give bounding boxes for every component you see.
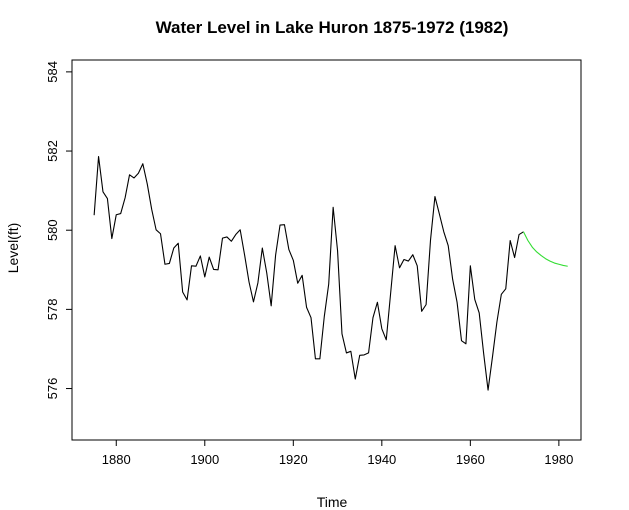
chart-title: Water Level in Lake Huron 1875-1972 (198…: [156, 18, 509, 37]
x-tick-label: 1960: [456, 452, 485, 467]
x-tick-label: 1980: [544, 452, 573, 467]
x-tick-label: 1880: [102, 452, 131, 467]
y-tick-label: 584: [45, 61, 60, 83]
x-tick-label: 1940: [367, 452, 396, 467]
series-line-observed: [93, 156, 524, 391]
x-axis-label: Time: [317, 494, 348, 510]
y-axis: 576 578 580 582 584: [45, 61, 72, 399]
y-axis-label: Level(ft): [5, 223, 21, 274]
y-tick-label: 576: [45, 378, 60, 400]
x-axis: 1880 1900 1920 1940 1960 1980: [102, 440, 573, 467]
y-tick-label: 582: [45, 140, 60, 162]
series-line-forecast: [522, 231, 568, 267]
y-tick-label: 580: [45, 219, 60, 241]
x-tick-label: 1920: [279, 452, 308, 467]
series-layer: [93, 156, 568, 391]
y-tick-label: 578: [45, 299, 60, 321]
x-tick-label: 1900: [190, 452, 219, 467]
plot-frame: [71, 59, 582, 441]
